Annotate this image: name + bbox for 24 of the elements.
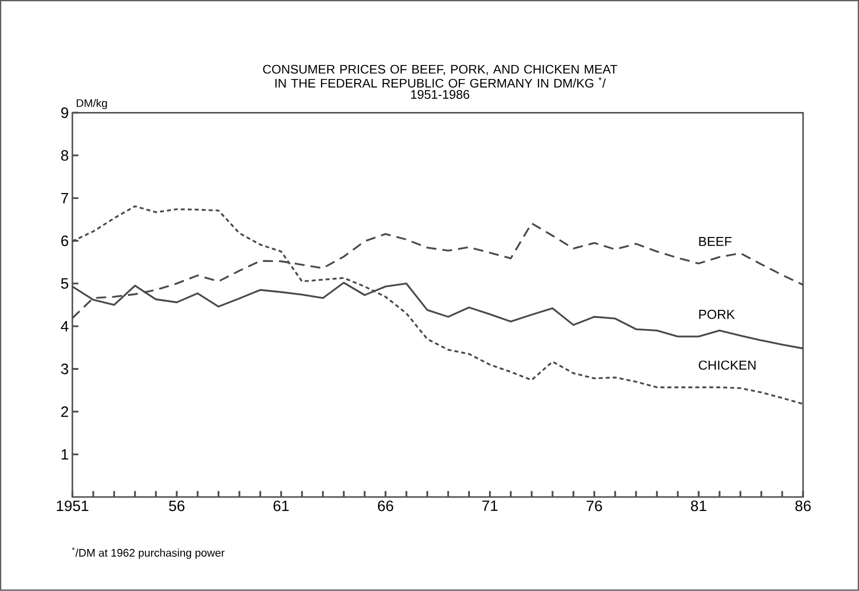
y-tick-label: 5 — [61, 278, 68, 289]
x-tick-label: 56 — [169, 500, 184, 512]
text: $^{*}$/DM at 1962 purchasing power — [72, 547, 225, 559]
y-tick-label: 6 — [61, 236, 68, 246]
x-tick-label: 81 — [691, 500, 706, 512]
x-tick-label: 1951 — [56, 500, 88, 512]
series-label: CHICKEN — [698, 360, 756, 370]
x-tick-label: 76 — [586, 500, 602, 512]
chart-title: CONSUMER PRICES OF BEEF, PORK, AND CHICKEN MEAT IN THE FEDERAL REPUBLIC OF GERMANY IN DM/KG $^{*}$/ — [263, 64, 618, 88]
x-tick-label: 66 — [378, 500, 394, 512]
y-axis-title: DM/kg — [76, 99, 107, 110]
y-tick-label: 2 — [61, 406, 68, 417]
chart-subtitle: 1951-1986 — [411, 90, 470, 99]
y-tick-label: 3 — [61, 364, 68, 374]
x-tick-label: 71 — [482, 500, 498, 511]
x-tick-label: 61 — [274, 500, 289, 512]
x-tick-label: 86 — [795, 500, 811, 512]
y-tick-label: 9 — [61, 108, 68, 118]
y-tick-label: 8 — [61, 150, 68, 161]
y-tick-label: 7 — [61, 193, 68, 204]
y-tick-label: 4 — [60, 321, 68, 332]
y-tick-label: 1 — [62, 449, 68, 460]
series-label: BEEF — [699, 237, 732, 246]
series-label: PORK — [699, 310, 735, 320]
